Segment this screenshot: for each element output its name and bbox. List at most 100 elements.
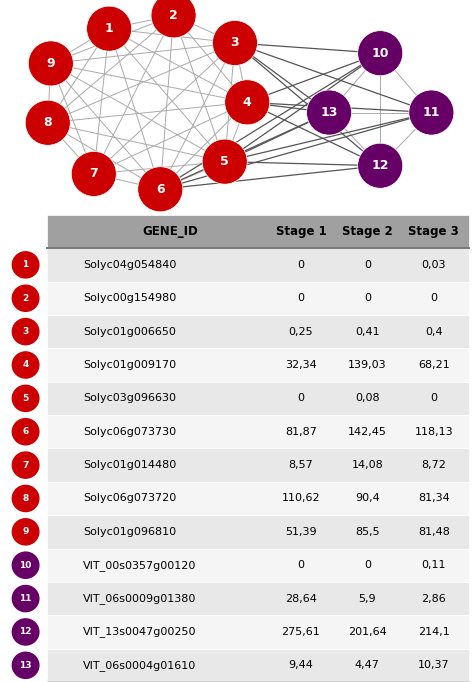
Text: 8: 8 xyxy=(22,494,29,503)
Text: 142,45: 142,45 xyxy=(348,427,387,436)
Text: Solyc06g073730: Solyc06g073730 xyxy=(83,427,176,436)
Circle shape xyxy=(212,20,257,65)
Text: 8: 8 xyxy=(44,116,52,130)
Text: 0: 0 xyxy=(298,560,304,570)
Circle shape xyxy=(12,585,39,612)
Circle shape xyxy=(12,519,39,545)
Circle shape xyxy=(12,252,39,278)
Text: 10: 10 xyxy=(19,561,32,569)
Text: VIT_13s0047g00250: VIT_13s0047g00250 xyxy=(83,627,196,638)
Text: 32,34: 32,34 xyxy=(285,360,317,370)
Text: 14,08: 14,08 xyxy=(352,460,383,470)
Text: 3: 3 xyxy=(231,36,239,50)
Text: 1: 1 xyxy=(105,22,113,35)
Circle shape xyxy=(358,31,403,76)
Text: 28,64: 28,64 xyxy=(285,593,317,604)
Text: 0: 0 xyxy=(298,293,304,303)
Text: VIT_06s0004g01610: VIT_06s0004g01610 xyxy=(83,660,196,671)
Text: 12: 12 xyxy=(372,159,389,173)
Text: 9,44: 9,44 xyxy=(289,660,313,670)
Text: 5: 5 xyxy=(220,155,229,168)
Text: Solyc01g014480: Solyc01g014480 xyxy=(83,460,176,470)
Text: 90,4: 90,4 xyxy=(355,494,380,503)
Text: Solyc01g009170: Solyc01g009170 xyxy=(83,360,176,370)
Text: 11: 11 xyxy=(19,594,32,603)
Circle shape xyxy=(25,100,70,145)
Text: 0,03: 0,03 xyxy=(421,260,446,270)
Circle shape xyxy=(12,552,39,578)
Text: 2,86: 2,86 xyxy=(421,593,446,604)
Text: 201,64: 201,64 xyxy=(348,627,387,637)
Bar xyxy=(47,248,469,282)
Text: Solyc04g054840: Solyc04g054840 xyxy=(83,260,176,270)
Circle shape xyxy=(87,6,132,51)
Text: Solyc01g096810: Solyc01g096810 xyxy=(83,527,176,537)
Text: 85,5: 85,5 xyxy=(355,527,380,537)
Text: 118,13: 118,13 xyxy=(414,427,453,436)
Text: 2: 2 xyxy=(169,9,178,22)
Text: Solyc03g096630: Solyc03g096630 xyxy=(83,394,176,403)
Bar xyxy=(47,615,469,649)
Bar xyxy=(47,481,469,515)
Text: 5,9: 5,9 xyxy=(358,593,376,604)
Text: 4: 4 xyxy=(22,361,29,370)
Text: 0: 0 xyxy=(364,260,371,270)
Text: 0: 0 xyxy=(430,293,437,303)
Text: Stage 2: Stage 2 xyxy=(342,225,393,238)
Text: 8,72: 8,72 xyxy=(421,460,446,470)
Text: GENE_ID: GENE_ID xyxy=(143,225,199,238)
Text: Stage 1: Stage 1 xyxy=(275,225,327,238)
Circle shape xyxy=(202,139,247,184)
Text: 13: 13 xyxy=(19,661,32,670)
Text: 110,62: 110,62 xyxy=(282,494,320,503)
Circle shape xyxy=(12,452,39,478)
Text: Stage 3: Stage 3 xyxy=(408,225,459,238)
Text: 51,39: 51,39 xyxy=(285,527,317,537)
Circle shape xyxy=(12,419,39,445)
Circle shape xyxy=(12,486,39,512)
Text: 9: 9 xyxy=(22,527,29,536)
Text: Solyc00g154980: Solyc00g154980 xyxy=(83,293,176,303)
Text: 0: 0 xyxy=(430,394,437,403)
Text: 0: 0 xyxy=(298,394,304,403)
Text: 12: 12 xyxy=(19,627,32,636)
Text: 0: 0 xyxy=(364,293,371,303)
Text: 81,87: 81,87 xyxy=(285,427,317,436)
Bar xyxy=(47,649,469,682)
Text: 6: 6 xyxy=(156,183,164,196)
Text: 0,11: 0,11 xyxy=(421,560,446,570)
Circle shape xyxy=(28,41,73,86)
Text: VIT_00s0357g00120: VIT_00s0357g00120 xyxy=(83,560,196,571)
Text: 3: 3 xyxy=(22,327,29,336)
Text: 68,21: 68,21 xyxy=(418,360,449,370)
Text: 0,08: 0,08 xyxy=(355,394,380,403)
Bar xyxy=(47,449,469,481)
Text: Solyc06g073720: Solyc06g073720 xyxy=(83,494,176,503)
Circle shape xyxy=(409,90,454,135)
Text: 214,1: 214,1 xyxy=(418,627,449,637)
Text: 7: 7 xyxy=(22,460,29,470)
Text: 4,47: 4,47 xyxy=(355,660,380,670)
Text: 5: 5 xyxy=(22,394,29,403)
Circle shape xyxy=(138,167,183,211)
Text: 1: 1 xyxy=(22,261,29,269)
Text: 6: 6 xyxy=(22,427,29,436)
Circle shape xyxy=(12,652,39,679)
Text: 81,34: 81,34 xyxy=(418,494,449,503)
Text: 139,03: 139,03 xyxy=(348,360,387,370)
Text: 275,61: 275,61 xyxy=(282,627,320,637)
Bar xyxy=(47,349,469,382)
Text: 13: 13 xyxy=(320,106,338,119)
Circle shape xyxy=(12,619,39,645)
Circle shape xyxy=(225,80,270,125)
Text: 0: 0 xyxy=(298,260,304,270)
Bar xyxy=(47,215,469,248)
Text: 10,37: 10,37 xyxy=(418,660,449,670)
Circle shape xyxy=(12,285,39,312)
Bar xyxy=(47,582,469,615)
Text: VIT_06s0009g01380: VIT_06s0009g01380 xyxy=(83,593,196,604)
Text: 0,41: 0,41 xyxy=(355,327,380,337)
Circle shape xyxy=(12,385,39,411)
Text: 11: 11 xyxy=(423,106,440,119)
Bar xyxy=(47,515,469,548)
